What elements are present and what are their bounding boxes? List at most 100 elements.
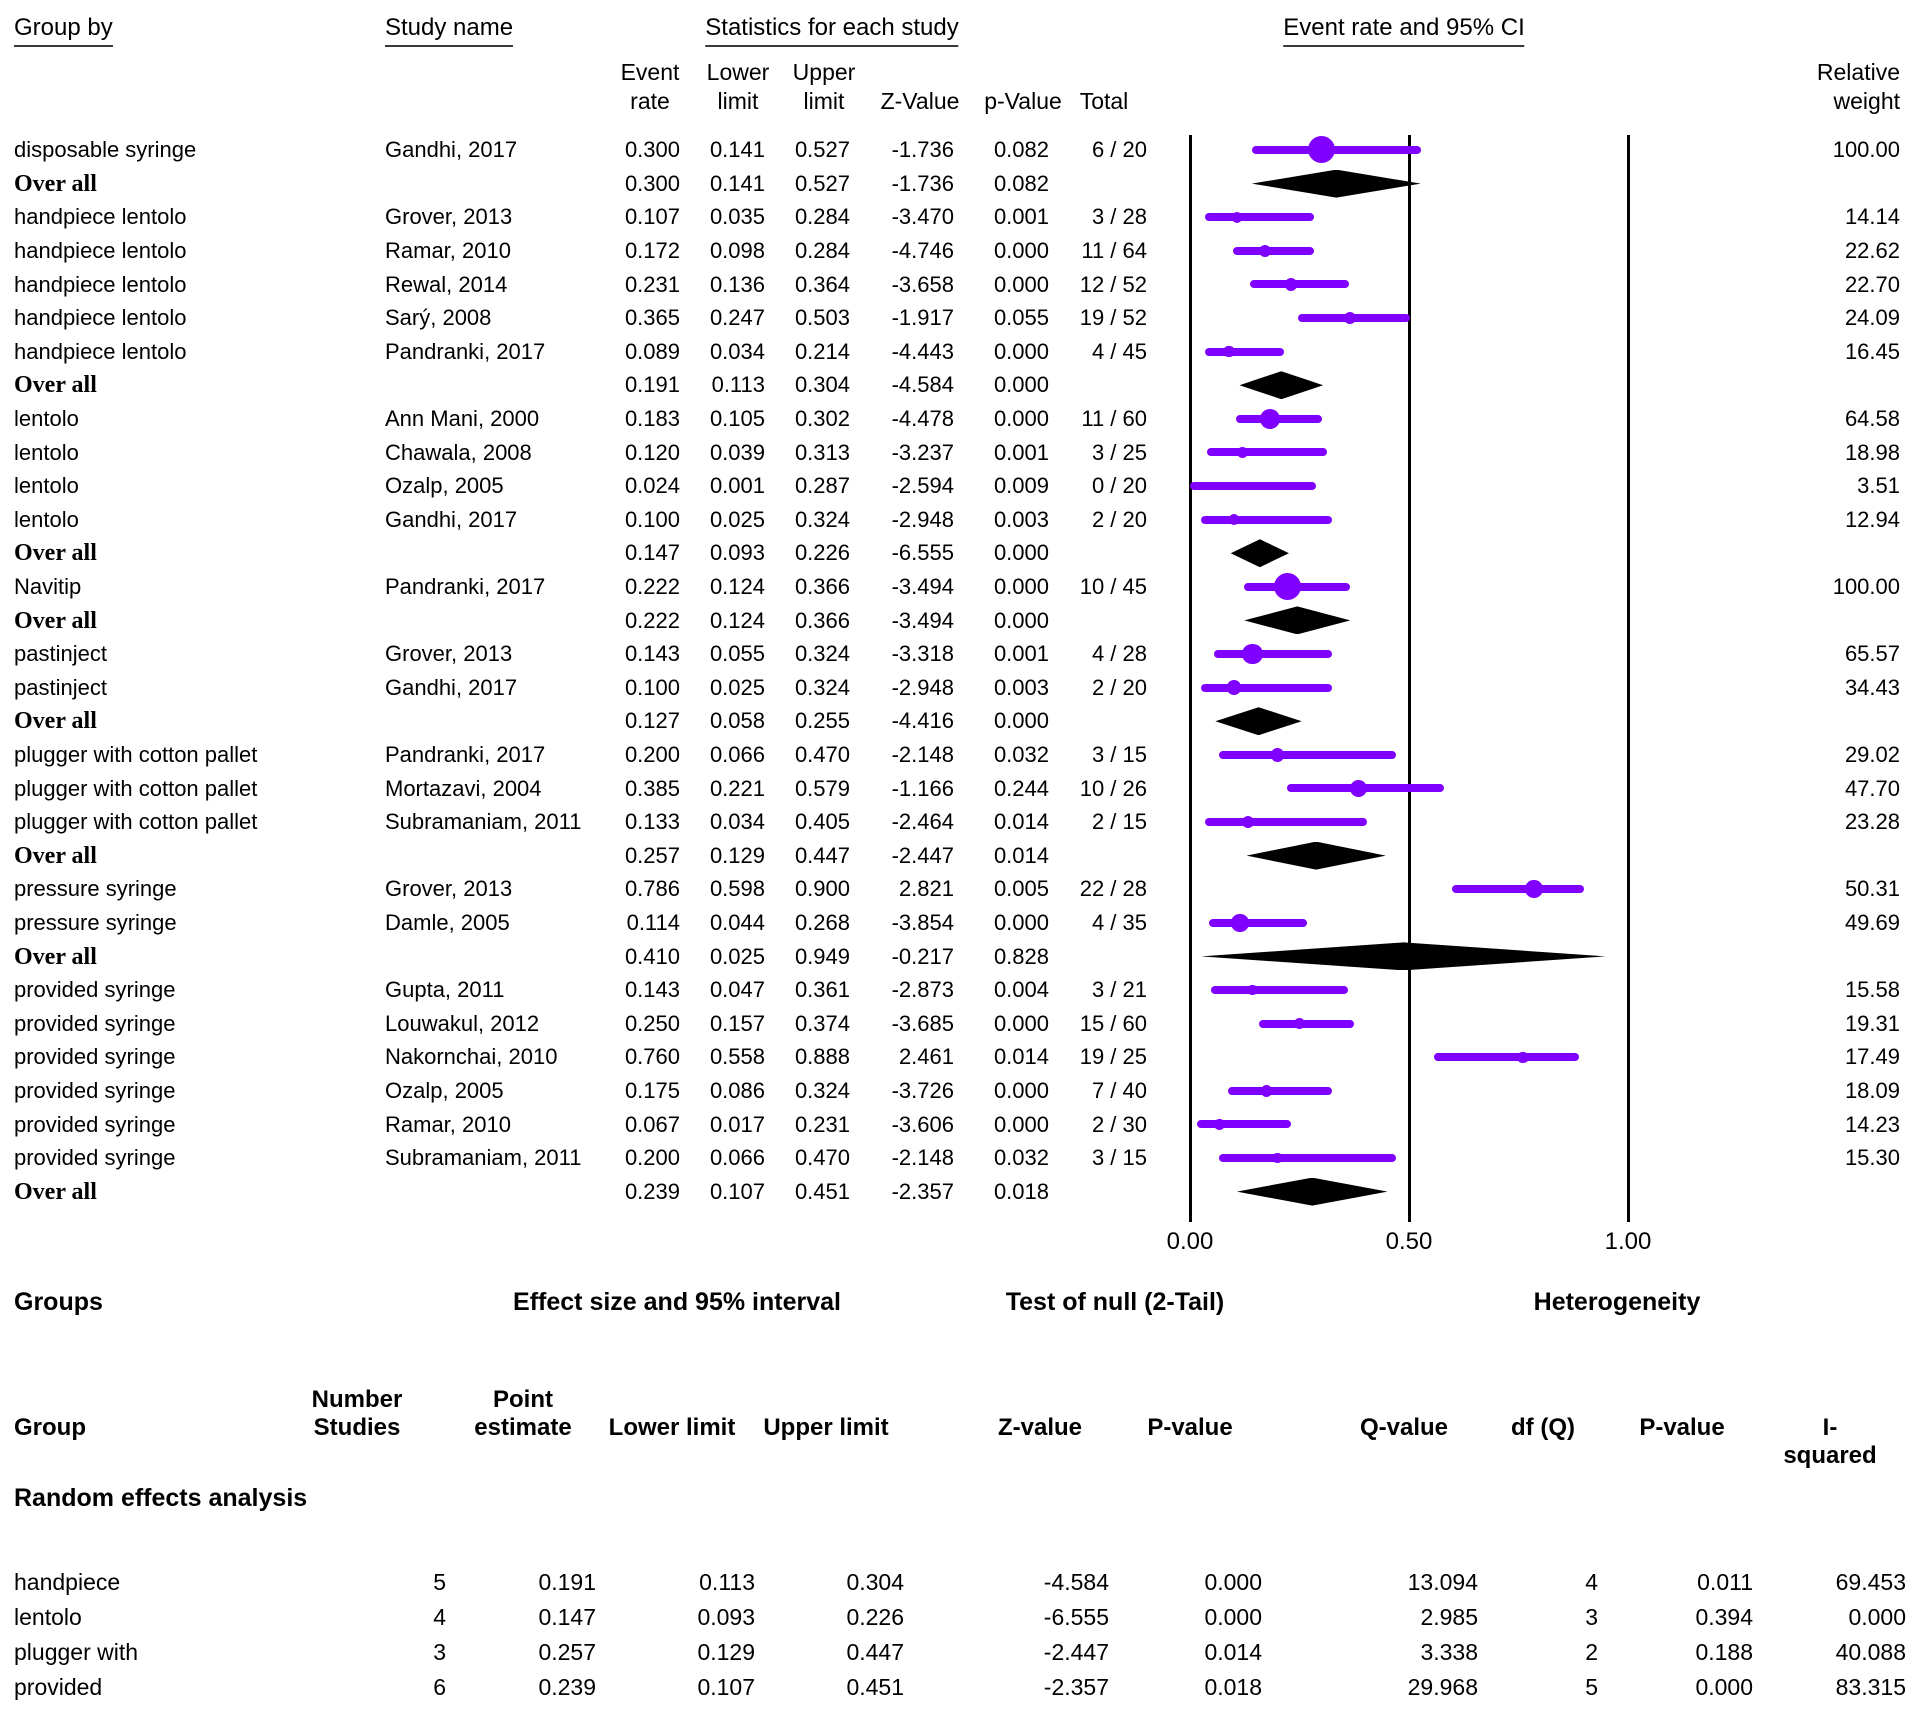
summary-col-header-2: Point estimate: [474, 1386, 572, 1441]
stat-z: -0.217: [891, 943, 954, 969]
statistics-label: Statistics for each study: [705, 14, 959, 47]
group-label: pressure syringe: [14, 910, 177, 935]
stat-total: 10 / 45: [1079, 574, 1147, 599]
stat-ul: 0.405: [794, 809, 850, 835]
summary-col-header-5: Z-value: [997, 1414, 1083, 1441]
stat-ul: 0.214: [794, 338, 850, 364]
confidence-interval-line: [1434, 1053, 1579, 1062]
group-label: Over all: [14, 607, 97, 634]
confidence-interval-line: [1249, 280, 1350, 289]
confidence-interval-line: [1207, 448, 1328, 457]
stat-ll: 0.157: [709, 1010, 765, 1036]
group-label: pressure syringe: [14, 876, 177, 902]
stat-ul: 0.361: [794, 977, 850, 1003]
stat-total: 7 / 40: [1091, 1078, 1147, 1103]
group-label: Over all: [14, 708, 97, 735]
col-header-total: Total: [1079, 88, 1129, 114]
stat-p: 0.014: [993, 1044, 1049, 1070]
stat-er: 0.257: [624, 842, 680, 868]
stat-z: -3.494: [891, 607, 954, 633]
group-label: plugger with cotton pallet: [14, 742, 258, 767]
group-label: provided syringe: [14, 1111, 176, 1137]
stat-z: -2.148: [891, 1145, 954, 1171]
stat-er: 0.786: [624, 876, 680, 902]
summary-col-header-9: P-value: [1639, 1414, 1725, 1441]
summary-upper: 0.451: [846, 1674, 904, 1700]
stat-p: 0.000: [993, 238, 1049, 263]
point-estimate-marker: [1228, 514, 1240, 525]
point-estimate-marker: [1350, 779, 1368, 797]
stat-p: 0.018: [993, 1178, 1049, 1204]
overall-row: Over all 0.222 0.124 0.366 -3.494 0.000: [0, 604, 1913, 638]
summary-row: handpiece 5 0.191 0.113 0.304 -4.584 0.000 13.0…: [0, 1567, 1913, 1602]
stat-er: 0.089: [624, 338, 680, 364]
stat-ll: 0.598: [709, 876, 765, 902]
overall-diamond: [1215, 707, 1302, 736]
relative-weight: 64.58: [1844, 406, 1900, 431]
stat-total: 6 / 20: [1091, 137, 1147, 163]
confidence-interval-line: [1200, 515, 1332, 524]
stat-p: 0.000: [993, 1111, 1049, 1137]
study-name: Rewal, 2014: [385, 271, 508, 297]
summary-q: 29.968: [1407, 1674, 1478, 1700]
group-by-label: Group by: [14, 14, 113, 47]
stat-ul: 0.284: [794, 204, 850, 230]
summary-p2: 0.188: [1695, 1639, 1753, 1665]
point-estimate-marker: [1307, 136, 1335, 164]
summary-p: 0.000: [1204, 1604, 1262, 1630]
stat-er: 0.107: [624, 204, 680, 230]
stat-er: 0.760: [624, 1044, 680, 1070]
relative-weight: 14.14: [1844, 204, 1900, 230]
stat-ll: 0.001: [709, 473, 765, 499]
stat-ul: 0.503: [794, 305, 850, 331]
axis-gridline: [1626, 135, 1630, 1222]
summary-point: 0.147: [538, 1604, 596, 1630]
confidence-interval-line: [1214, 649, 1332, 658]
summary-i2: 40.088: [1835, 1639, 1906, 1665]
overall-diamond: [1244, 606, 1351, 635]
stat-z: -1.736: [891, 170, 954, 196]
summary-point: 0.257: [538, 1639, 596, 1665]
stat-er: 0.114: [626, 910, 680, 935]
stat-total: 4 / 35: [1091, 910, 1147, 935]
stat-p: 0.000: [993, 607, 1049, 633]
stat-p: 0.001: [993, 204, 1049, 230]
summary-df: 2: [1585, 1639, 1598, 1665]
summary-group-label: provided: [14, 1674, 103, 1700]
col-header-group-by: Group by: [14, 14, 113, 47]
summary-df: 3: [1585, 1604, 1598, 1630]
stat-ll: 0.136: [709, 271, 765, 297]
stat-ul: 0.364: [794, 271, 850, 297]
relative-weight: 18.98: [1844, 439, 1900, 465]
ci-title-label: Event rate and 95% CI: [1283, 14, 1525, 47]
group-label: Over all: [14, 842, 97, 869]
group-label: plugger with cotton pallet: [14, 775, 258, 801]
stat-total: 2 / 30: [1091, 1111, 1147, 1137]
study-row: lentolo Ozalp, 2005 0.024 0.001 0.287 -2.594 0…: [0, 469, 1913, 503]
relative-weight: 100.00: [1832, 574, 1900, 599]
stat-ul: 0.287: [794, 473, 850, 499]
group-label: handpiece lentolo: [14, 338, 187, 364]
stat-z: -3.854: [891, 910, 954, 935]
axis-tick-label: 0.00: [1166, 1228, 1214, 1255]
relative-weight: 16.45: [1844, 338, 1900, 364]
summary-n: 3: [433, 1639, 446, 1665]
point-estimate-marker: [1343, 311, 1357, 325]
stat-p: 0.009: [993, 473, 1049, 499]
stat-ll: 0.044: [709, 910, 765, 935]
stat-z: -2.148: [891, 742, 954, 767]
summary-group-label: lentolo: [14, 1604, 82, 1630]
stat-p: 0.000: [993, 338, 1049, 364]
col-header-statistics: Statistics for each study: [705, 14, 959, 47]
group-label: Navitip: [14, 574, 82, 599]
summary-lower: 0.113: [699, 1569, 755, 1595]
stat-p: 0.003: [993, 506, 1049, 532]
overall-diamond: [1239, 371, 1324, 400]
relative-weight: 14.23: [1844, 1111, 1900, 1137]
summary-group-label: handpiece: [14, 1569, 121, 1595]
stat-p: 0.032: [993, 1145, 1049, 1171]
summary-i2: 83.315: [1835, 1674, 1906, 1700]
point-estimate-marker: [1285, 278, 1298, 291]
relative-weight: 65.57: [1844, 641, 1900, 667]
group-label: provided syringe: [14, 977, 176, 1003]
